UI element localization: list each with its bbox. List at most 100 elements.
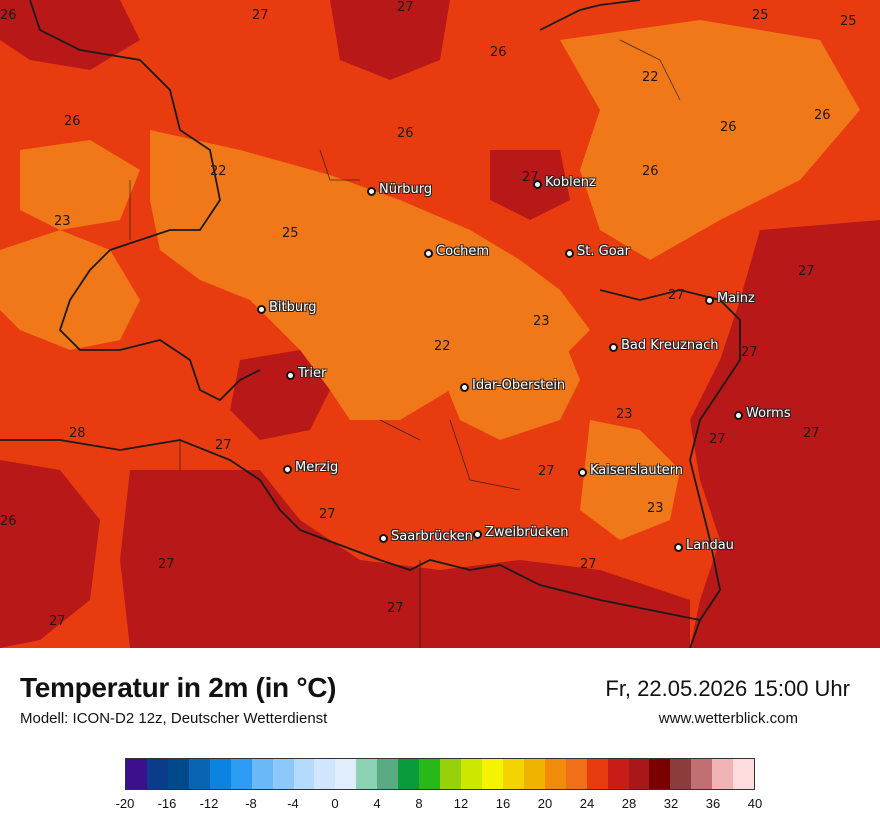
temperature-map: 26 27 27 25 25 26 26 26 22 26 26 22 23 2… [0,0,880,648]
hot-zone-west [0,460,100,648]
city-marker-icon [609,343,618,352]
city-marker-icon [565,249,574,258]
city-label: Saarbrücken [391,529,473,544]
legend-swatch [188,759,210,789]
city-marker-icon [674,543,683,552]
legend-swatch [565,759,587,789]
city-marker-icon [578,468,587,477]
temp-label: 27 [580,557,597,572]
city-label: St. Goar [577,244,630,259]
temp-label: 27 [215,438,232,453]
city-marker-icon [533,180,542,189]
temp-label: 22 [642,70,659,85]
city-label: Bad Kreuznach [621,338,719,353]
legend-swatch [126,759,147,789]
temp-label: 27 [709,432,726,447]
legend-ticks: -20 -16 -12 -8 -4 0 4 8 12 16 20 24 28 32 36 40 [116,796,763,816]
temp-label: 25 [840,14,857,29]
forecast-datetime: Fr, 22.05.2026 15:00 Uhr [605,676,850,701]
city-label: Zweibrücken [485,525,569,540]
mild-zone-west [0,230,140,350]
legend-tick-label: -12 [199,796,219,811]
city-marker-icon [286,371,295,380]
temp-label: 26 [720,120,737,135]
legend-tick-label: -20 [115,796,135,811]
legend-tick-label: 28 [621,796,637,811]
legend-swatch [335,759,357,789]
temp-label: 27 [252,8,269,23]
legend-swatch [356,759,378,789]
legend-swatch [544,759,566,789]
legend-swatch [733,759,755,789]
legend-tick-label: 12 [453,796,469,811]
temp-label: 26 [397,126,414,141]
legend-tick-label: -8 [245,796,257,811]
temp-label: 23 [54,214,71,229]
city-marker-icon [473,530,482,539]
legend-swatch [649,759,671,789]
city-marker-icon [734,411,743,420]
temp-label: 26 [814,108,831,123]
city-marker-icon [283,465,292,474]
temp-label: 25 [282,226,299,241]
temp-label: 27 [397,0,414,15]
legend-swatch [314,759,336,789]
mild-zone-northwest [20,140,140,230]
city-marker-icon [705,296,714,305]
legend-swatch [167,759,189,789]
legend-swatch [419,759,441,789]
legend-swatch [691,759,713,789]
temp-label: 27 [798,264,815,279]
temp-label: 22 [210,164,227,179]
legend-swatch [586,759,608,789]
legend-swatch [481,759,503,789]
temp-label: 23 [533,314,550,329]
state-border-3 [539,0,641,31]
temp-label: 27 [668,288,685,303]
legend-swatch [146,759,168,789]
city-label: Bitburg [269,300,317,315]
legend-tick-label: 36 [705,796,721,811]
mild-zone-northeast [560,20,860,260]
temp-label: 27 [741,345,758,360]
city-label: Kaiserslautern [590,463,684,478]
color-legend [125,758,755,790]
city-marker-icon [257,305,266,314]
website-link[interactable]: www.wetterblick.com [658,710,798,727]
temp-label: 26 [64,114,81,129]
legend-swatch [230,759,252,789]
legend-swatch [272,759,294,789]
legend-swatch [293,759,315,789]
legend-swatch [251,759,273,789]
city-label: Merzig [295,460,339,475]
hot-zone-koblenz [490,150,570,220]
city-label: Cochem [436,244,490,259]
model-source: Modell: ICON-D2 12z, Deutscher Wetterdie… [20,710,328,727]
temp-label: 26 [490,45,507,60]
temp-label: 27 [49,614,66,629]
district-border-1 [129,39,681,648]
temp-label: 27 [319,507,336,522]
legend-tick-label: -4 [287,796,299,811]
hot-zone-east [690,220,880,648]
map-background [0,0,880,648]
city-marker-icon [460,383,469,392]
legend-swatch [523,759,545,789]
temp-label: 26 [0,8,17,23]
mild-zone-center [420,270,580,440]
legend-tick-label: 8 [415,796,423,811]
temp-label: 23 [647,501,664,516]
temp-label: 27 [538,464,555,479]
legend-tick-label: 20 [537,796,553,811]
city-marker-icon [367,187,376,196]
legend-swatch [377,759,399,789]
state-border-4 [599,289,741,621]
mild-zone-southeast [580,420,680,540]
legend-swatch [502,759,524,789]
temp-label: 23 [616,407,633,422]
hot-zone-south [120,470,690,648]
temp-label: 27 [387,601,404,616]
city-marker-icon [424,249,433,258]
city-label: Idar-Oberstein [472,378,566,393]
legend-swatch [209,759,231,789]
